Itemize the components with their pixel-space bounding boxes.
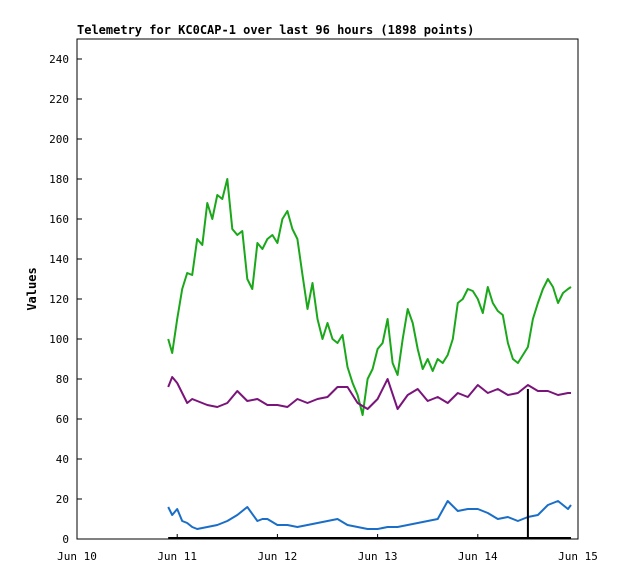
x-axis: Jun 10 Jun 11 Jun 12 Jun 13 Jun 14 Jun 15 xyxy=(57,534,598,563)
y-tick-label: 80 xyxy=(56,373,69,386)
y-tick-label: 200 xyxy=(49,133,69,146)
x-tick-label: Jun 13 xyxy=(358,550,398,563)
series-group xyxy=(167,178,572,530)
y-tick-label: 140 xyxy=(49,253,69,266)
y-tick-label: 240 xyxy=(49,53,69,66)
y-tick-label: 0 xyxy=(62,533,69,546)
plot-area xyxy=(76,38,579,540)
x-tick-label: Jun 12 xyxy=(258,550,298,563)
chart-title: Telemetry for KC0CAP-1 over last 96 hour… xyxy=(77,23,475,37)
y-tick-label: 160 xyxy=(49,213,69,226)
x-tick-label: Jun 15 xyxy=(558,550,598,563)
y-tick-label: 100 xyxy=(49,333,69,346)
series-line-1 xyxy=(167,376,571,410)
marker-group xyxy=(168,389,571,539)
y-tick-label: 180 xyxy=(49,173,69,186)
y-tick-label: 220 xyxy=(49,93,69,106)
y-tick-label: 60 xyxy=(56,413,69,426)
x-tick-label: Jun 11 xyxy=(157,550,197,563)
x-tick-label: Jun 10 xyxy=(57,550,97,563)
series-line-0 xyxy=(167,178,572,416)
x-tick-label: Jun 14 xyxy=(458,550,498,563)
y-tick-label: 120 xyxy=(49,293,69,306)
y-tick-label: 40 xyxy=(56,453,69,466)
y-tick-label: 20 xyxy=(56,493,69,506)
y-axis-title: Values xyxy=(25,267,39,310)
y-axis: 0 20 40 60 80 100 120 140 160 180 200 220 240 xyxy=(49,53,82,546)
series-line-2 xyxy=(167,500,572,530)
